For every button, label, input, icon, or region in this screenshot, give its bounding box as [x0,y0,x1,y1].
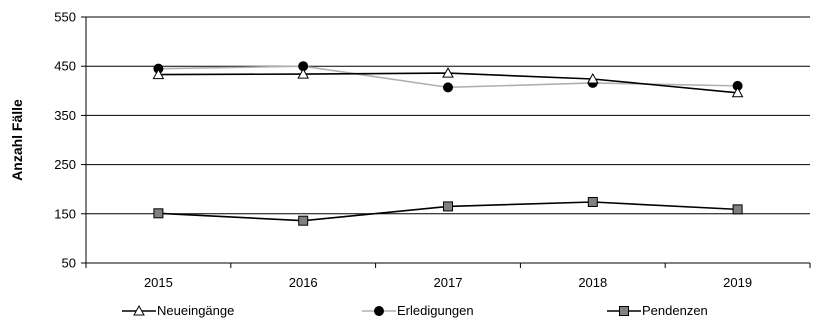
point-erledigungen [443,82,453,93]
point-neueing-nge [442,67,454,78]
y-tick-label: 150 [54,206,76,221]
x-tick-label: 2018 [578,275,607,290]
point-pendenzen [153,208,164,219]
y-tick-label: 250 [54,157,76,172]
point-neueing-nge [731,86,744,98]
point-neueing-nge [586,72,599,84]
legend-label-pendenzen: Pendenzen [642,303,708,318]
legend-label-neueing-nge: Neueingänge [157,303,234,318]
y-tick-label: 450 [54,59,76,74]
point-neueing-nge [152,68,165,80]
x-tick-label: 2019 [723,275,752,290]
x-tick-label: 2016 [289,275,318,290]
legend-label-erledigungen: Erledigungen [397,303,474,318]
point-pendenzen [443,201,453,212]
legend-marker-pendenzen [619,306,629,316]
x-tick-label: 2017 [434,275,463,290]
point-pendenzen [732,204,743,215]
legend-marker-erledigungen [374,306,384,316]
y-tick-label: 50 [62,256,76,271]
legend-marker-neueing-nge [133,304,145,316]
x-tick-label: 2015 [144,275,173,290]
y-tick-label: 350 [54,108,76,123]
point-pendenzen [587,196,598,207]
y-tick-label: 550 [54,10,76,25]
point-neueing-nge [297,68,310,79]
y-axis-title: Anzahl Fälle [9,99,25,181]
point-pendenzen [298,215,309,226]
